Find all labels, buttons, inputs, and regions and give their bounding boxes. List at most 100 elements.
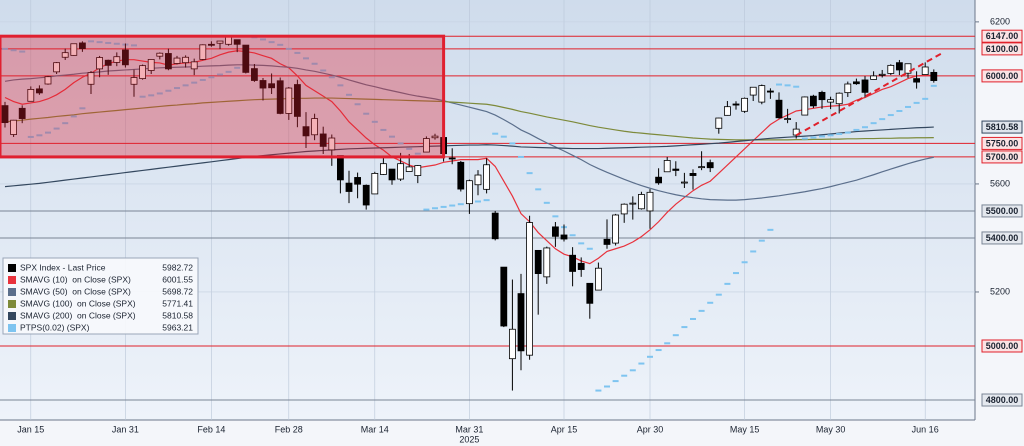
candle-body	[612, 214, 619, 244]
candle-body	[250, 68, 258, 81]
candle-body	[698, 166, 705, 169]
sar-dot	[629, 369, 636, 372]
legend-box	[2, 257, 199, 335]
sar-dot	[371, 120, 378, 123]
candle-body	[500, 266, 508, 327]
level-label: 6147.00	[986, 31, 1019, 41]
sar-dot	[793, 85, 800, 88]
sar-dot	[844, 131, 851, 134]
candle-body	[79, 42, 86, 50]
sar-dot	[647, 355, 653, 358]
legend-label: SMAVG (10) on Close (SPX)	[20, 274, 131, 284]
sar-dot	[500, 135, 507, 138]
candle-body	[810, 95, 817, 107]
sar-dot	[569, 234, 576, 237]
sar-dot	[681, 326, 688, 329]
candle-body	[1, 105, 9, 124]
candle-body	[672, 168, 680, 171]
legend-swatch	[8, 312, 16, 320]
level-label: 6100.00	[986, 44, 1019, 54]
sar-dot	[199, 78, 206, 81]
sar-dot	[88, 40, 94, 43]
candle-body	[715, 117, 723, 129]
candle-body	[242, 44, 250, 73]
candle-body	[336, 155, 344, 181]
sar-dot	[36, 134, 43, 137]
sar-dot	[612, 380, 619, 383]
sar-dot	[836, 132, 843, 135]
sar-dot	[767, 228, 774, 231]
legend-value: 5810.58	[162, 310, 193, 320]
sar-dot	[277, 43, 284, 46]
ma-line	[4, 50, 934, 265]
sar-dot	[905, 105, 911, 108]
legend-value: 5771.41	[162, 298, 193, 308]
sar-dot	[10, 49, 17, 52]
trend-line	[795, 52, 943, 137]
axis-background	[975, 0, 1024, 446]
candle-body	[362, 184, 370, 206]
level-label-box	[981, 231, 1023, 245]
sar-dot	[217, 73, 223, 76]
candle-body	[311, 118, 319, 136]
level-label-box	[981, 339, 1023, 353]
x-tick-label: May 15	[730, 424, 760, 434]
candle-body	[27, 89, 35, 102]
candle-body	[689, 173, 697, 176]
sar-dot	[234, 66, 241, 69]
level-label-box	[981, 136, 1023, 150]
legend-swatch	[8, 288, 16, 296]
legend-value: 5982.72	[162, 262, 193, 272]
candle-body	[199, 44, 207, 60]
level-label: 5500.00	[986, 206, 1019, 216]
sar-dot	[887, 114, 894, 117]
x-tick-label: Jun 16	[912, 424, 939, 434]
sar-dot	[406, 147, 413, 150]
sar-dot	[19, 50, 26, 53]
candle-body	[96, 57, 103, 70]
candle-body	[319, 133, 327, 147]
candle-body	[483, 164, 491, 190]
sar-dot	[27, 135, 34, 138]
sar-dot	[449, 204, 456, 207]
sar-dot	[354, 103, 361, 106]
candle-body	[586, 282, 594, 304]
level-label-box	[981, 150, 1023, 164]
sar-dot	[156, 92, 163, 95]
sar-dot	[621, 374, 628, 377]
legend-swatch	[8, 276, 16, 284]
sar-dot	[483, 199, 490, 202]
sar-dot	[810, 136, 817, 139]
candle-body	[53, 62, 60, 73]
candle-body	[379, 163, 387, 175]
x-tick-label: May 30	[816, 424, 846, 434]
sar-dot	[638, 362, 645, 365]
sar-dot	[380, 128, 387, 131]
legend-label: SMAVG (50) on Close (SPX)	[20, 286, 131, 296]
sar-dot	[79, 107, 86, 110]
candle-body	[147, 59, 155, 71]
sar-dot	[595, 389, 602, 392]
x-tick-label: Feb 28	[275, 424, 303, 434]
candle-body	[853, 81, 860, 85]
sar-dot	[389, 135, 395, 138]
candle-body	[431, 135, 439, 139]
candle-body	[861, 79, 869, 93]
candle-body	[517, 293, 525, 352]
sar-dot	[518, 155, 524, 158]
legend-swatch	[8, 300, 16, 308]
sar-dot	[543, 201, 550, 204]
legend-value: 5698.72	[162, 286, 193, 296]
ma-line	[4, 97, 934, 141]
candle-body	[638, 194, 645, 210]
legend-label: PTPS(0.02) (SPX)	[20, 322, 90, 332]
candle-body	[844, 83, 852, 94]
candle-body	[397, 163, 405, 180]
candle-body	[422, 138, 430, 153]
candle-body	[663, 160, 671, 173]
sar-dot	[440, 205, 447, 208]
sar-dot	[294, 51, 301, 54]
candle-body	[130, 77, 138, 85]
